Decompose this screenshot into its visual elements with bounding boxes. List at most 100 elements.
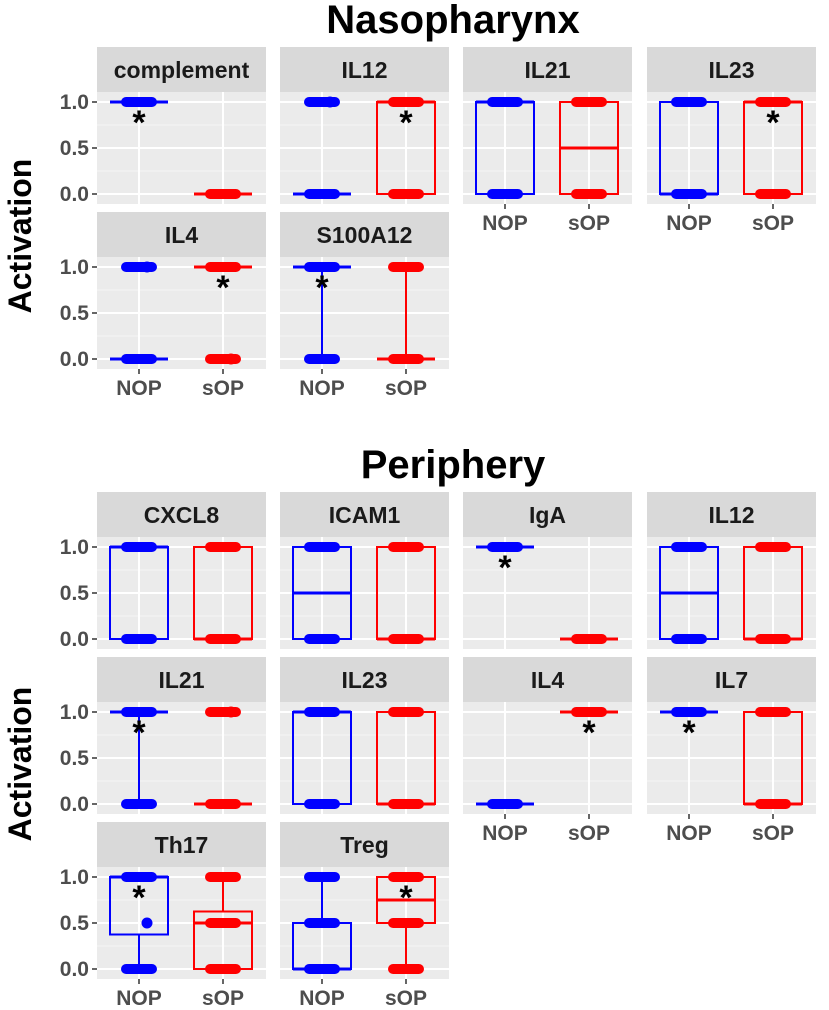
periphery-il4-panel: IL4 * NOP sOP: [463, 657, 632, 845]
periphery-iga-panel: IgA *: [463, 492, 632, 649]
periphery-il7-panel: IL7 * NOP sOP: [647, 657, 816, 845]
nasopharynx-il23-x-tick-label: sOP: [752, 212, 794, 235]
periphery-y-axis-label: Activation: [2, 687, 38, 842]
nasopharynx-s100a12-x-tick-label: NOP: [299, 377, 345, 400]
nasopharynx-complement-sop-data-points: [205, 189, 241, 199]
nasopharynx-complement-strip: [97, 47, 266, 92]
periphery-il23-panel: IL23: [280, 657, 449, 814]
periphery-th17-nop-outlier: [141, 917, 153, 929]
periphery-cxcl8-strip: [97, 492, 266, 537]
nasopharynx-il21-strip: [463, 47, 632, 92]
periphery-th17-x-tick-label: NOP: [116, 987, 162, 1010]
nasopharynx-il23-strip: [647, 47, 816, 92]
periphery-il23-strip-label: IL23: [341, 667, 387, 693]
nasopharynx-complement-panel: complement * 0.0 0.5 1.0: [60, 47, 266, 206]
periphery-th17-y-tick-label: 0.0: [60, 958, 89, 981]
periphery-icam1-sop-data-points: [388, 542, 424, 552]
nasopharynx-il4-x-tick-label: NOP: [116, 377, 162, 400]
nasopharynx-il23-sop-data-points: [755, 97, 791, 107]
periphery-icam1-nop-data-points: [304, 634, 340, 644]
nasopharynx-il4-nop-data-points: [121, 354, 157, 364]
periphery-treg-sop-data-points: [388, 918, 424, 928]
nasopharynx-il23-nop-data-points: [671, 97, 707, 107]
nasopharynx-il12-significance-star: *: [399, 104, 413, 142]
periphery-th17-significance-star: *: [132, 879, 146, 917]
nasopharynx-s100a12-significance-star: *: [315, 269, 329, 307]
periphery-il23-sop-data-points: [388, 799, 424, 809]
nasopharynx-il12-sop-data-points: [388, 97, 424, 107]
periphery-il7-strip-label: IL7: [715, 667, 748, 693]
periphery-il7-x-tick-label: sOP: [752, 822, 794, 845]
nasopharynx-il4-nop-outlier: [141, 261, 153, 273]
periphery-il21-strip: [97, 657, 266, 702]
periphery-th17-panel: Th17 * 0.0 0.5 1.0 NOP sOP: [60, 822, 266, 1010]
nasopharynx-il4-x-tick-label: sOP: [202, 377, 244, 400]
periphery-il7-significance-star: *: [682, 714, 696, 752]
periphery-il21-y-tick-label: 0.0: [60, 793, 89, 816]
nasopharynx-s100a12-panel: S100A12 * NOP sOP: [280, 212, 449, 400]
nasopharynx-il4-sop-outlier: [225, 353, 237, 365]
periphery-treg-x-tick-label: sOP: [385, 987, 427, 1010]
nasopharynx-complement-strip-label: complement: [114, 57, 250, 83]
periphery-cxcl8-y-tick-label: 0.0: [60, 628, 89, 651]
periphery-cxcl8-sop-data-points: [205, 634, 241, 644]
nasopharynx-y-axis-label: Activation: [2, 159, 38, 314]
nasopharynx-s100a12-sop-data-points: [388, 354, 424, 364]
nasopharynx-s100a12-x-tick-label: sOP: [385, 377, 427, 400]
periphery-il4-sop-data-points: [571, 707, 607, 717]
periphery-il4-significance-star: *: [582, 714, 596, 752]
nasopharynx-il4-y-tick-label: 0.5: [60, 302, 90, 325]
nasopharynx-il23-sop-data-points: [755, 189, 791, 199]
nasopharynx-il21-nop-data-points: [487, 189, 523, 199]
nasopharynx-il4-strip: [97, 212, 266, 257]
periphery-il12-nop-data-points: [671, 542, 707, 552]
periphery-iga-significance-star: *: [498, 549, 512, 587]
periphery-cxcl8-nop-data-points: [121, 634, 157, 644]
nasopharynx-il23-significance-star: *: [766, 104, 780, 142]
periphery-th17-sop-data-points: [205, 918, 241, 928]
periphery-treg-sop-data-points: [388, 964, 424, 974]
nasopharynx-s100a12-strip: [280, 212, 449, 257]
periphery-cxcl8-nop-data-points: [121, 542, 157, 552]
nasopharynx-il12-nop-outlier: [324, 96, 336, 108]
nasopharynx-il12-nop-data-points: [304, 189, 340, 199]
nasopharynx-il4-sop-data-points: [205, 262, 241, 272]
nasopharynx-il12-panel: IL12 *: [280, 47, 449, 204]
periphery-il21-significance-star: *: [132, 714, 146, 752]
nasopharynx-s100a12-nop-data-points: [304, 262, 340, 272]
nasopharynx-il12-strip: [280, 47, 449, 92]
periphery-treg-nop-data-points: [304, 872, 340, 882]
nasopharynx-il4-strip-label: IL4: [165, 222, 198, 248]
periphery-th17-x-tick-label: sOP: [202, 987, 244, 1010]
periphery-th17-y-tick-label: 1.0: [60, 866, 89, 889]
nasopharynx-s100a12-sop-data-points: [388, 262, 424, 272]
periphery-th17-strip-label: Th17: [155, 832, 209, 858]
periphery-il12-strip: [647, 492, 816, 537]
periphery-icam1-sop-data-points: [388, 634, 424, 644]
nasopharynx-il4-y-tick-label: 1.0: [60, 256, 89, 279]
periphery-il23-strip: [280, 657, 449, 702]
facet-panels: complement * 0.0 0.5 1.0 IL12 * IL21 NOP sOP IL23 *…: [60, 47, 816, 1010]
periphery-icam1-nop-data-points: [304, 542, 340, 552]
periphery-il7-x-tick-label: NOP: [666, 822, 712, 845]
periphery-il21-y-tick-label: 1.0: [60, 701, 89, 724]
nasopharynx-il21-x-tick-label: sOP: [568, 212, 610, 235]
periphery-treg-significance-star: *: [399, 879, 413, 917]
nasopharynx-complement-y-tick-label: 0.5: [60, 137, 90, 160]
periphery-title: Periphery: [361, 443, 546, 487]
periphery-il12-sop-data-points: [755, 542, 791, 552]
periphery-icam1-strip: [280, 492, 449, 537]
periphery-il4-strip: [463, 657, 632, 702]
periphery-treg-strip: [280, 822, 449, 867]
periphery-th17-sop-data-points: [205, 964, 241, 974]
nasopharynx-il21-sop-data-points: [571, 97, 607, 107]
periphery-il12-sop-data-points: [755, 634, 791, 644]
nasopharynx-complement-significance-star: *: [132, 104, 146, 142]
periphery-icam1-panel: ICAM1: [280, 492, 449, 649]
nasopharynx-complement-y-tick-label: 1.0: [60, 91, 89, 114]
periphery-cxcl8-panel: CXCL8 0.0 0.5 1.0: [60, 492, 266, 651]
periphery-treg-panel: Treg * NOP sOP: [280, 822, 449, 1010]
periphery-th17-sop-data-points: [205, 872, 241, 882]
periphery-il4-strip-label: IL4: [531, 667, 564, 693]
